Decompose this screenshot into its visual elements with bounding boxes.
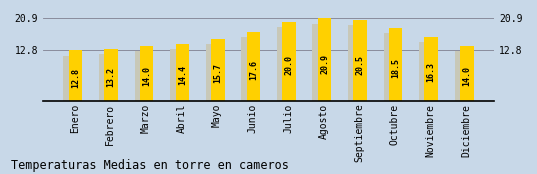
Bar — [135, 51, 142, 101]
Text: 14.0: 14.0 — [142, 66, 151, 86]
Bar — [353, 20, 367, 101]
Bar — [69, 50, 82, 101]
Bar — [211, 39, 224, 101]
Text: 18.5: 18.5 — [391, 58, 400, 78]
Bar — [424, 37, 438, 101]
Text: 14.4: 14.4 — [178, 65, 187, 85]
Bar — [460, 46, 474, 101]
Bar — [99, 54, 107, 101]
Text: 20.9: 20.9 — [320, 54, 329, 74]
Text: 17.6: 17.6 — [249, 60, 258, 80]
Bar — [104, 49, 118, 101]
Text: 15.7: 15.7 — [213, 63, 222, 83]
Bar — [277, 27, 285, 101]
Text: 12.8: 12.8 — [71, 68, 80, 88]
Bar — [282, 22, 296, 101]
Text: 20.0: 20.0 — [285, 56, 293, 75]
Bar — [246, 31, 260, 101]
Bar — [206, 44, 214, 101]
Text: 14.0: 14.0 — [462, 66, 471, 86]
Bar — [313, 24, 320, 101]
Bar — [383, 33, 391, 101]
Text: 16.3: 16.3 — [427, 62, 436, 82]
Text: 13.2: 13.2 — [107, 68, 115, 88]
Text: 20.5: 20.5 — [355, 54, 365, 74]
Bar — [140, 46, 154, 101]
Text: Temperaturas Medias en torre en cameros: Temperaturas Medias en torre en cameros — [11, 159, 288, 172]
Bar — [318, 18, 331, 101]
Bar — [348, 25, 356, 101]
Bar — [241, 37, 249, 101]
Bar — [389, 28, 402, 101]
Bar — [176, 44, 189, 101]
Bar — [63, 56, 71, 101]
Bar — [455, 51, 462, 101]
Bar — [170, 49, 178, 101]
Bar — [419, 42, 427, 101]
